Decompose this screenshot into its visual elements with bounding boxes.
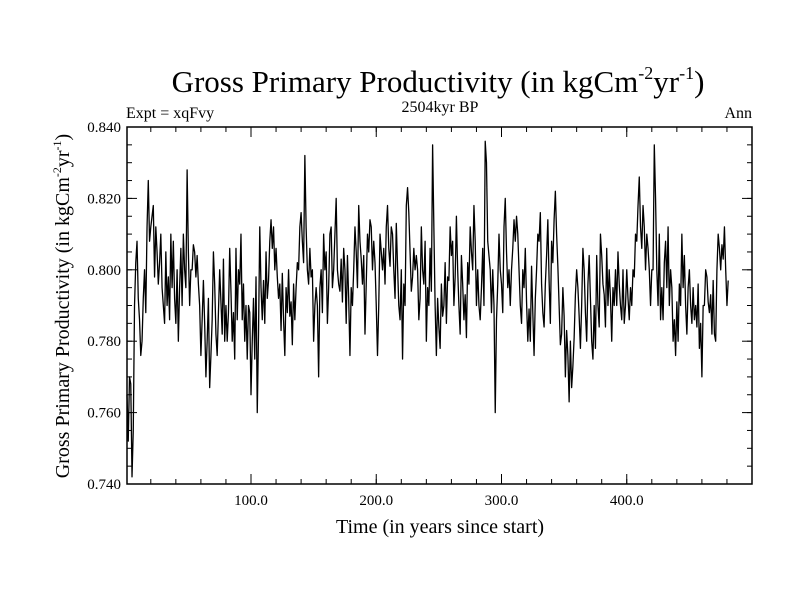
season-label: Ann [724,105,752,122]
chart-title: Gross Primary Productivity (in kgCm-2yr-… [172,63,705,99]
chart-title-mid: yr [653,64,680,99]
x-axis-label: Time (in years since start) [336,516,544,538]
chart-title-end: ) [694,64,704,99]
y-axis-label-sup1: -2 [50,167,64,177]
y-tick-label: 0.800 [87,263,121,279]
series-line-gpp [126,140,729,478]
chart-title-main: Gross Primary Productivity (in kgCm [172,64,639,99]
experiment-label: Expt = xqFvy [126,105,214,122]
axis-tick-labels: 0.740 0.760 0.780 0.800 0.820 0.840 100.0 200.0… [87,120,643,509]
period-label: 2504kyr BP [402,99,479,116]
y-tick-label: 0.820 [87,191,121,207]
x-tick-label: 100.0 [234,493,268,509]
y-tick-label: 0.760 [87,406,121,422]
x-tick-label: 300.0 [485,493,519,509]
y-axis-label-mid: yr [52,150,74,167]
plot-frame [126,126,753,485]
y-tick-label: 0.740 [87,477,121,493]
y-axis-label-sup2: -1 [50,140,64,150]
x-tick-label: 200.0 [359,493,393,509]
y-axis-label-end: ) [52,134,74,141]
y-tick-label: 0.840 [87,120,121,136]
y-axis-label-main: Gross Primary Productivity (in kgCm [52,177,74,479]
chart-title-sup1: -2 [638,63,653,83]
y-tick-label: 0.780 [87,334,121,350]
y-axis-label: Gross Primary Productivity (in kgCm-2yr-… [50,134,74,478]
chart-title-sup2: -1 [679,63,694,83]
x-tick-label: 400.0 [610,493,644,509]
